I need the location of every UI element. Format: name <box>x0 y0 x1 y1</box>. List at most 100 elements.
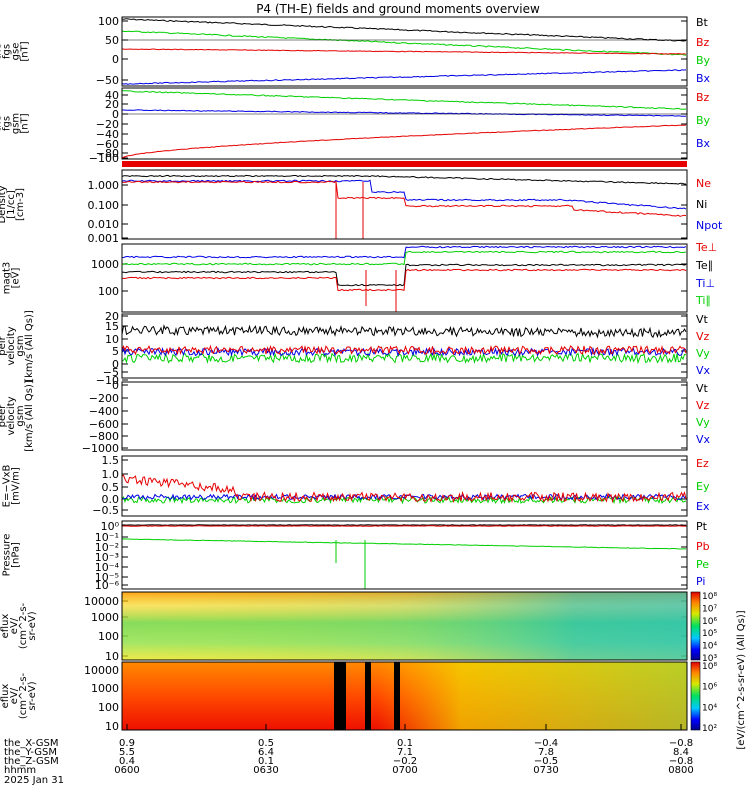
ylabel-line: gsm <box>15 405 26 426</box>
panel-frame <box>121 381 688 451</box>
panel-frame <box>121 455 688 517</box>
panel-ylabel: E=−VxB[mV/m] <box>2 465 22 508</box>
legend-Te∥: Te∥ <box>695 259 713 272</box>
ylabel-line: fgs <box>2 116 13 131</box>
Bx-trace <box>122 109 686 117</box>
legend-Pi: Pi <box>696 575 705 588</box>
y-tick-label: 0.5 <box>102 481 120 494</box>
Vt-trace <box>121 324 687 339</box>
Bx-trace <box>121 69 687 85</box>
y-tick-label: 10⁻² <box>95 541 119 554</box>
panel-ylabel: thepeerenefluxeV/(cm^2-s-sr-eV) <box>0 672 38 719</box>
panel-fgs-gse: thefgsgse[nT] 100 50 0 −50 Bt Bz By Bx <box>0 15 711 87</box>
panel-ylabel: Pressure[nPa] <box>2 534 22 577</box>
Ti-par-trace <box>121 250 687 266</box>
ylabel-line: [nT] <box>20 41 31 61</box>
x-row-value: −0.2 <box>393 756 417 767</box>
ylabel-line: eV/ <box>9 687 20 704</box>
ylabel-line: [nPa] <box>11 542 22 568</box>
panel-ylabel: thefgsgse[nT] <box>0 41 31 61</box>
y-tick-label: 10 <box>105 720 119 733</box>
panel-efield: E=−VxB[mV/m] 1.51.00.50.0−0.5 Ez Ey Ex <box>2 454 710 517</box>
Te-perp-trace <box>121 268 687 292</box>
y-tick-label: 10 <box>105 650 119 663</box>
colorbar-tick: 10³ <box>702 654 717 664</box>
panel-temperature: magt3[eV] 1000 100 Te⊥ Te∥ Ti⊥ Ti∥ <box>2 241 717 312</box>
legend-Te⊥: Te⊥ <box>695 241 717 254</box>
legend-Vx: Vx <box>696 433 711 446</box>
legend-Vt: Vt <box>696 313 709 326</box>
panel-frame <box>121 16 688 87</box>
By-trace <box>121 90 687 110</box>
y-tick-label: 0 <box>112 108 119 121</box>
y-tick-label: 50 <box>105 34 119 47</box>
y-tick-label: −5 <box>103 366 119 379</box>
x-row-value: −0.8 <box>669 738 693 749</box>
panel-frame <box>121 520 688 590</box>
legend-Pb: Pb <box>696 540 710 553</box>
legend-Vz: Vz <box>696 399 710 412</box>
y-tick-label: 0.100 <box>88 199 120 212</box>
Te-par-trace <box>121 263 687 287</box>
ylabel-line: velocity <box>6 396 17 435</box>
colorbar-tick: 10⁸ <box>702 592 717 602</box>
legend-Ey: Ey <box>696 480 710 493</box>
y-tick-label: −1000 <box>82 442 119 455</box>
x-row-value: 0.5 <box>258 738 274 749</box>
x-row-value: −0.8 <box>669 756 693 767</box>
legend-Ne: Ne <box>696 177 711 190</box>
panel-ylabel: thepeirvelocitygsm[km/s (All Qs)] <box>0 310 35 382</box>
y-tick-label: 10⁻¹ <box>95 531 119 544</box>
y-tick-label: 1000 <box>91 682 119 695</box>
y-tick-label: −20 <box>96 118 119 131</box>
quality-bar <box>122 161 687 167</box>
colorbar-tick: 10⁶ <box>702 683 717 693</box>
ylabel-line: sr-eV) <box>27 681 38 710</box>
y-tick-label: −0.5 <box>92 504 119 517</box>
y-tick-label: 0.010 <box>88 218 120 231</box>
colorbar-tick: 10⁴ <box>702 642 717 652</box>
y-tick-label: −80 <box>96 147 119 160</box>
x-row-value: 0.4 <box>119 756 135 767</box>
y-tick-label: 100 <box>98 630 119 643</box>
y-tick-label: 0.0 <box>102 493 120 506</box>
x-row-label: the_Z-GSM <box>4 756 59 767</box>
y-tick-label: 10⁰ <box>101 520 120 533</box>
legend-By: By <box>696 54 711 67</box>
y-tick-label: 10 <box>105 333 119 346</box>
y-tick-label: 0 <box>112 379 119 392</box>
x-row-value: 7.8 <box>538 747 554 758</box>
x-row-value: 0800 <box>668 765 693 776</box>
legend-Pt: Pt <box>696 520 708 533</box>
ylabel-line: [km/s (All Qs)] <box>24 380 35 452</box>
Bz-trace <box>121 124 687 159</box>
y-tick-label: −600 <box>89 418 119 431</box>
Ex-trace <box>121 493 687 501</box>
ylabel-line: gse <box>11 43 22 61</box>
ylabel-line: [eV] <box>11 268 22 289</box>
panel-frame <box>121 313 688 379</box>
y-tick-label: 5 <box>112 345 119 358</box>
legend-Ex: Ex <box>696 500 710 513</box>
ylabel-line: en <box>0 690 2 703</box>
panel-peer-velocity: thepeervelocitygsm[km/s (All Qs)] 0−200−4… <box>0 379 711 455</box>
legend-Vy: Vy <box>696 416 710 429</box>
ylabel-line: [mV/m] <box>11 467 22 505</box>
x-row-value: 8.4 <box>673 747 689 758</box>
legend-Bz: Bz <box>696 91 710 104</box>
ylabel-line: [cm-3] <box>15 188 26 221</box>
y-tick-label: 10000 <box>84 595 119 608</box>
ylabel-line: Density <box>0 185 8 223</box>
legend-Vt: Vt <box>696 382 709 395</box>
ylabel-line: sr-eV) <box>27 611 38 640</box>
legend-Pe: Pe <box>696 558 709 571</box>
y-tick-label: 100 <box>98 285 119 298</box>
x-row-value: 0.9 <box>119 738 135 749</box>
y-tick-label: 10⁻⁴ <box>95 561 120 574</box>
colorbar-label: [eV/(cm^2-s-sr-eV) (All Qs)] <box>736 610 747 749</box>
y-tick-label: 100 <box>98 15 119 28</box>
panel-peir-velocity: thepeirvelocitygsm[km/s (All Qs)] 2015105… <box>0 310 711 387</box>
